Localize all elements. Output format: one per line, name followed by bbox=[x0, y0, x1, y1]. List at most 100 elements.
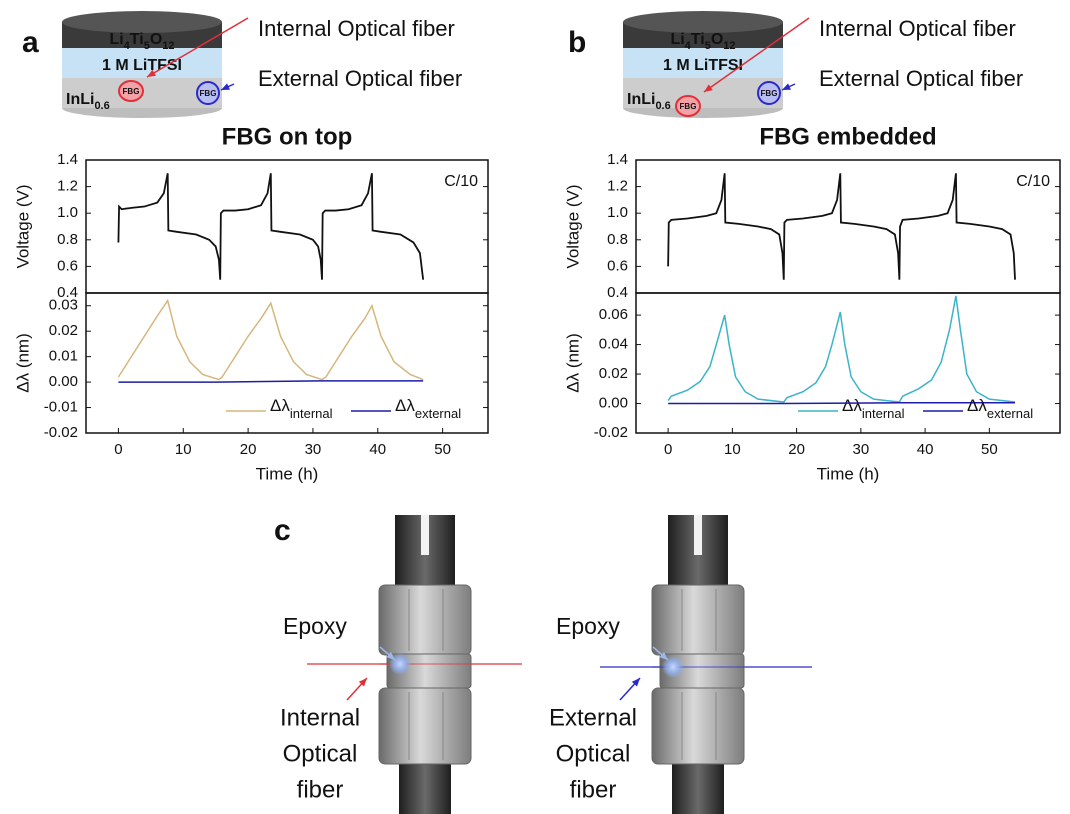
epoxy-label: Epoxy bbox=[556, 613, 620, 639]
fbg-label: FBG bbox=[680, 102, 697, 111]
text-part: InLi bbox=[66, 91, 94, 108]
y-tick-label: 0.04 bbox=[599, 336, 628, 353]
x-tick-label: 40 bbox=[369, 441, 386, 458]
fiber-label: Optical bbox=[283, 740, 358, 767]
nut bbox=[652, 585, 744, 655]
y-tick-label: 0.02 bbox=[599, 365, 628, 382]
x-axis-label: Time (h) bbox=[817, 464, 880, 483]
x-tick-label: 10 bbox=[724, 441, 741, 458]
text-part: Ti bbox=[691, 31, 705, 48]
legend-name: Δλ bbox=[270, 396, 290, 415]
text-part: Li bbox=[670, 31, 684, 48]
y-tick-label: 0.00 bbox=[599, 394, 628, 411]
data-line bbox=[118, 381, 423, 382]
y-tick-label: -0.01 bbox=[44, 399, 78, 416]
x-tick-label: 20 bbox=[788, 441, 805, 458]
annotation: C/10 bbox=[444, 173, 478, 190]
fbg-label: FBG bbox=[200, 89, 217, 98]
tube bbox=[399, 760, 451, 814]
tube bbox=[672, 760, 724, 814]
x-tick-label: 50 bbox=[981, 441, 998, 458]
y-tick-label: 0.02 bbox=[49, 322, 78, 339]
y-tick-label: 0.03 bbox=[49, 297, 78, 314]
chart-title: FBG embedded bbox=[759, 123, 936, 150]
text-part: O bbox=[150, 31, 162, 48]
legend-name: Δλ bbox=[842, 396, 862, 415]
y-tick-label: 0.6 bbox=[607, 257, 628, 274]
y-tick-label: 1.0 bbox=[607, 204, 628, 221]
legend-subscript: internal bbox=[862, 406, 905, 421]
y-tick-label: 1.4 bbox=[57, 151, 78, 168]
fiber-label: Internal Optical fiber bbox=[258, 16, 455, 41]
epoxy bbox=[662, 656, 684, 678]
subscript: 12 bbox=[723, 40, 735, 52]
data-line bbox=[668, 296, 1015, 402]
y-tick-label: 0.00 bbox=[49, 373, 78, 390]
legend-label: Δλinternal bbox=[270, 396, 333, 420]
y-tick-label: 0.6 bbox=[57, 257, 78, 274]
y-tick-label: -0.02 bbox=[594, 424, 628, 441]
cell-top bbox=[623, 11, 783, 33]
fiber-label: Internal Optical fiber bbox=[819, 16, 1016, 41]
nut bbox=[652, 688, 744, 764]
y-axis-label: Voltage (V) bbox=[13, 184, 32, 268]
cell-top bbox=[62, 11, 222, 33]
subscript: 0.6 bbox=[655, 100, 670, 112]
fiber-label: External bbox=[549, 704, 637, 731]
y-tick-label: -0.02 bbox=[44, 424, 78, 441]
y-tick-label: 0.01 bbox=[49, 348, 78, 365]
plot-frame bbox=[86, 160, 488, 293]
y-tick-label: 1.4 bbox=[607, 151, 628, 168]
annotation: C/10 bbox=[1016, 173, 1050, 190]
layer-label: 1 M LiTFSI bbox=[663, 57, 743, 74]
y-tick-label: 0.4 bbox=[607, 284, 628, 301]
x-tick-label: 0 bbox=[114, 441, 122, 458]
epoxy-label: Epoxy bbox=[283, 613, 347, 639]
subscript: 0.6 bbox=[94, 100, 109, 112]
fiber-label: Internal bbox=[280, 704, 360, 731]
x-tick-label: 0 bbox=[664, 441, 672, 458]
text-part: O bbox=[711, 31, 723, 48]
y-tick-label: 1.2 bbox=[57, 178, 78, 195]
subscript: 12 bbox=[162, 40, 174, 52]
y-tick-label: 1.0 bbox=[57, 204, 78, 221]
legend-label: Δλinternal bbox=[842, 396, 905, 420]
legend-label: Δλexternal bbox=[395, 396, 461, 420]
fiber-label: Optical bbox=[556, 740, 631, 767]
x-tick-label: 50 bbox=[434, 441, 451, 458]
legend-name: Δλ bbox=[967, 396, 987, 415]
fiber-label: fiber bbox=[570, 776, 617, 803]
y-axis-label: Δλ (nm) bbox=[563, 333, 582, 393]
panel-label: b bbox=[568, 26, 586, 59]
fiber-label: External Optical fiber bbox=[258, 66, 462, 91]
data-line bbox=[668, 173, 1015, 279]
y-tick-label: 1.2 bbox=[607, 178, 628, 195]
text-part: InLi bbox=[627, 91, 655, 108]
y-axis-label: Voltage (V) bbox=[563, 184, 582, 268]
figure: a b c Li4Ti5O121 M LiTFSIInLi0.6FBGFBGIn… bbox=[0, 0, 1070, 814]
data-line bbox=[668, 403, 1015, 404]
x-tick-label: 40 bbox=[917, 441, 934, 458]
y-axis-label: Δλ (nm) bbox=[13, 333, 32, 393]
panel-label: c bbox=[274, 514, 291, 547]
tube-slot bbox=[694, 515, 702, 555]
x-tick-label: 20 bbox=[240, 441, 257, 458]
layer-label: 1 M LiTFSI bbox=[102, 57, 182, 74]
nut bbox=[379, 688, 471, 764]
nut bbox=[379, 585, 471, 655]
x-tick-label: 10 bbox=[175, 441, 192, 458]
panel-label: a bbox=[22, 26, 39, 59]
text-part: Ti bbox=[130, 31, 144, 48]
data-line bbox=[118, 173, 423, 279]
legend-subscript: external bbox=[987, 406, 1033, 421]
legend-subscript: internal bbox=[290, 406, 333, 421]
y-tick-label: 0.8 bbox=[607, 231, 628, 248]
fiber-label: fiber bbox=[297, 776, 344, 803]
chart-title: FBG on top bbox=[222, 123, 353, 150]
tube-slot bbox=[421, 515, 429, 555]
legend-subscript: external bbox=[415, 406, 461, 421]
text-part: Li bbox=[109, 31, 123, 48]
fbg-label: FBG bbox=[761, 89, 778, 98]
fiber-label: External Optical fiber bbox=[819, 66, 1023, 91]
y-tick-label: 0.06 bbox=[599, 306, 628, 323]
